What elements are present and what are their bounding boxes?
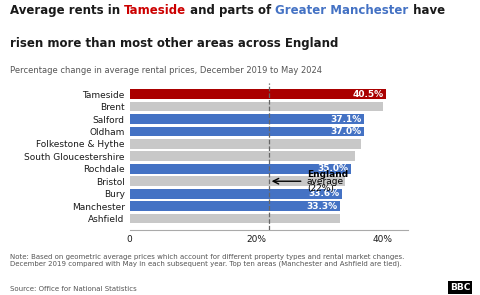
Text: 33.6%: 33.6% (309, 189, 340, 198)
Text: 37.1%: 37.1% (331, 114, 362, 124)
Text: 40.5%: 40.5% (352, 90, 384, 99)
Text: risen more than most other areas across England: risen more than most other areas across … (10, 37, 338, 50)
Bar (130, 214, 340, 223)
Bar (130, 201, 340, 211)
Text: Source: Office for National Statistics: Source: Office for National Statistics (10, 286, 136, 292)
Text: Note: Based on geometric average prices which account for different property typ: Note: Based on geometric average prices … (10, 254, 404, 267)
Text: Average rents in: Average rents in (10, 4, 124, 17)
Text: England: England (307, 170, 348, 179)
Bar (130, 139, 361, 149)
Bar (130, 89, 386, 99)
Text: Tameside: Tameside (124, 4, 186, 17)
Bar (130, 176, 346, 186)
Bar (130, 164, 351, 174)
Text: Percentage change in average rental prices, December 2019 to May 2024: Percentage change in average rental pric… (10, 66, 322, 76)
Text: Greater Manchester: Greater Manchester (276, 4, 408, 17)
Text: 35.0%: 35.0% (318, 164, 348, 173)
Bar (130, 189, 342, 199)
Text: 37.0%: 37.0% (330, 127, 361, 136)
Text: BBC: BBC (450, 283, 470, 292)
Text: average: average (307, 177, 344, 186)
Bar (130, 102, 384, 112)
Text: have: have (408, 4, 445, 17)
Text: (22%): (22%) (307, 183, 334, 193)
Bar (130, 152, 355, 161)
Bar (130, 127, 364, 136)
Text: 33.3%: 33.3% (307, 201, 338, 211)
Text: and parts of: and parts of (186, 4, 276, 17)
Bar (130, 114, 364, 124)
